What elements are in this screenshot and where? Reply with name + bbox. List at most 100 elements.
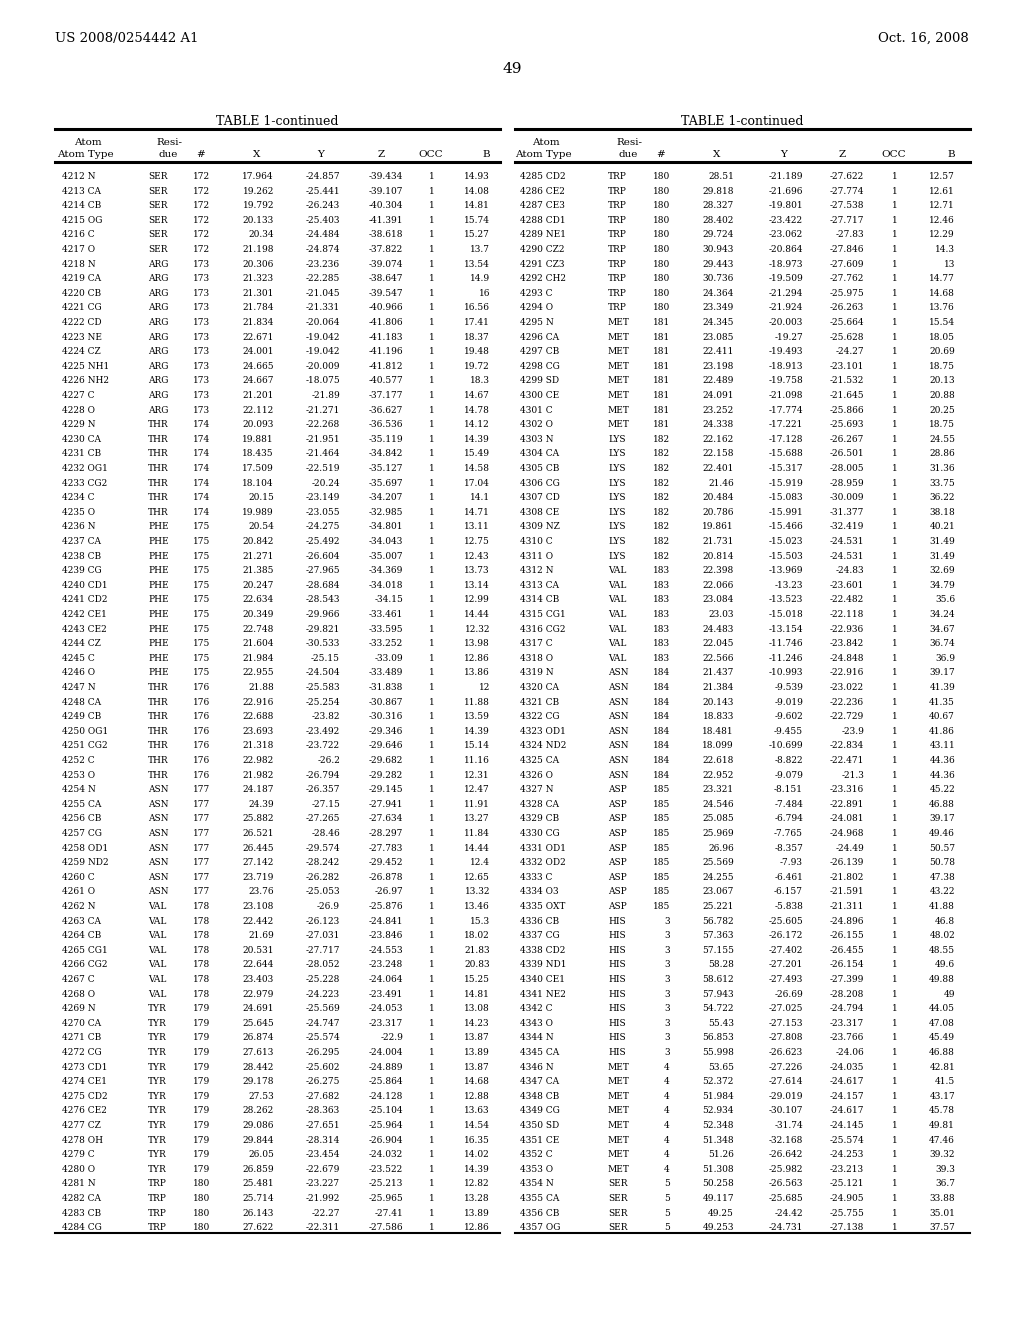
Text: -29.282: -29.282	[369, 771, 403, 780]
Text: 25.645: 25.645	[243, 1019, 274, 1028]
Text: 12.31: 12.31	[464, 771, 490, 780]
Text: 14.02: 14.02	[464, 1150, 490, 1159]
Text: ASN: ASN	[148, 843, 169, 853]
Text: 1: 1	[429, 843, 435, 853]
Text: 1: 1	[892, 1106, 898, 1115]
Text: 1: 1	[429, 1135, 435, 1144]
Text: TRP: TRP	[148, 1224, 167, 1232]
Text: 1: 1	[892, 713, 898, 721]
Text: MET: MET	[608, 333, 630, 342]
Text: -27.609: -27.609	[829, 260, 864, 268]
Text: 4331 OD1: 4331 OD1	[520, 843, 566, 853]
Text: 22.916: 22.916	[243, 697, 274, 706]
Text: -13.154: -13.154	[768, 624, 803, 634]
Text: ASP: ASP	[608, 829, 627, 838]
Text: 4235 O: 4235 O	[62, 508, 95, 517]
Text: -26.623: -26.623	[769, 1048, 803, 1057]
Text: MET: MET	[608, 1063, 630, 1072]
Text: -25.866: -25.866	[829, 405, 864, 414]
Text: 14.44: 14.44	[464, 843, 490, 853]
Text: -24.275: -24.275	[305, 523, 340, 532]
Text: 20.786: 20.786	[702, 508, 734, 517]
Text: THR: THR	[148, 771, 169, 780]
Text: SER: SER	[148, 201, 168, 210]
Text: 1: 1	[429, 771, 435, 780]
Text: -22.679: -22.679	[305, 1164, 340, 1173]
Text: -26.455: -26.455	[829, 946, 864, 954]
Text: 12.47: 12.47	[464, 785, 490, 795]
Text: 41.39: 41.39	[929, 682, 955, 692]
Text: -26.275: -26.275	[305, 1077, 340, 1086]
Text: MET: MET	[608, 1092, 630, 1101]
Text: ASN: ASN	[148, 829, 169, 838]
Text: 184: 184	[652, 756, 670, 766]
Text: 24.001: 24.001	[243, 347, 274, 356]
Text: -24.553: -24.553	[369, 946, 403, 954]
Text: 1: 1	[892, 231, 898, 239]
Text: 15.3: 15.3	[470, 916, 490, 925]
Text: 1: 1	[892, 814, 898, 824]
Text: 1: 1	[892, 391, 898, 400]
Text: 4324 ND2: 4324 ND2	[520, 742, 566, 750]
Text: 185: 185	[652, 814, 670, 824]
Text: 1: 1	[892, 682, 898, 692]
Text: -22.285: -22.285	[305, 275, 340, 284]
Text: 1: 1	[429, 946, 435, 954]
Text: 173: 173	[193, 333, 210, 342]
Text: 1: 1	[429, 873, 435, 882]
Text: 4301 C: 4301 C	[520, 405, 553, 414]
Text: 4: 4	[665, 1077, 670, 1086]
Text: HIS: HIS	[608, 946, 626, 954]
Text: SER: SER	[608, 1195, 628, 1203]
Text: 1: 1	[429, 246, 435, 253]
Text: PHE: PHE	[148, 668, 169, 677]
Text: -27.41: -27.41	[374, 1209, 403, 1217]
Text: 1: 1	[429, 800, 435, 809]
Text: MET: MET	[608, 1135, 630, 1144]
Text: 22.748: 22.748	[243, 624, 274, 634]
Text: -25.693: -25.693	[829, 420, 864, 429]
Text: -11.746: -11.746	[768, 639, 803, 648]
Text: 35.6: 35.6	[935, 595, 955, 605]
Text: 1: 1	[892, 289, 898, 298]
Text: X: X	[713, 150, 720, 158]
Text: 4355 CA: 4355 CA	[520, 1195, 559, 1203]
Text: -27.83: -27.83	[836, 231, 864, 239]
Text: 53.65: 53.65	[708, 1063, 734, 1072]
Text: 4226 NH2: 4226 NH2	[62, 376, 109, 385]
Text: -22.834: -22.834	[829, 742, 864, 750]
Text: 3: 3	[665, 975, 670, 983]
Text: 4214 CB: 4214 CB	[62, 201, 101, 210]
Text: -27.941: -27.941	[369, 800, 403, 809]
Text: 4241 CD2: 4241 CD2	[62, 595, 108, 605]
Text: 1: 1	[429, 1034, 435, 1043]
Text: -26.282: -26.282	[306, 873, 340, 882]
Text: 1: 1	[429, 1005, 435, 1014]
Text: 1: 1	[429, 610, 435, 619]
Text: -23.149: -23.149	[305, 494, 340, 502]
Text: 14.68: 14.68	[929, 289, 955, 298]
Text: -27.138: -27.138	[829, 1224, 864, 1232]
Text: 1: 1	[429, 347, 435, 356]
Text: -34.207: -34.207	[369, 494, 403, 502]
Text: -24.035: -24.035	[829, 1063, 864, 1072]
Text: 21.384: 21.384	[702, 682, 734, 692]
Text: 4292 CH2: 4292 CH2	[520, 275, 566, 284]
Text: 19.881: 19.881	[243, 434, 274, 444]
Text: 36.74: 36.74	[929, 639, 955, 648]
Text: VAL: VAL	[148, 961, 166, 969]
Text: 31.49: 31.49	[929, 537, 955, 546]
Text: ASN: ASN	[608, 697, 629, 706]
Text: 12.65: 12.65	[464, 873, 490, 882]
Text: 4323 OD1: 4323 OD1	[520, 727, 566, 735]
Text: 180: 180	[652, 231, 670, 239]
Text: 47.08: 47.08	[929, 1019, 955, 1028]
Text: 13.32: 13.32	[465, 887, 490, 896]
Text: 13.28: 13.28	[464, 1195, 490, 1203]
Text: 3: 3	[665, 990, 670, 999]
Text: 52.934: 52.934	[702, 1106, 734, 1115]
Text: 1: 1	[892, 362, 898, 371]
Text: -28.005: -28.005	[829, 465, 864, 473]
Text: 4286 CE2: 4286 CE2	[520, 186, 565, 195]
Text: X: X	[253, 150, 260, 158]
